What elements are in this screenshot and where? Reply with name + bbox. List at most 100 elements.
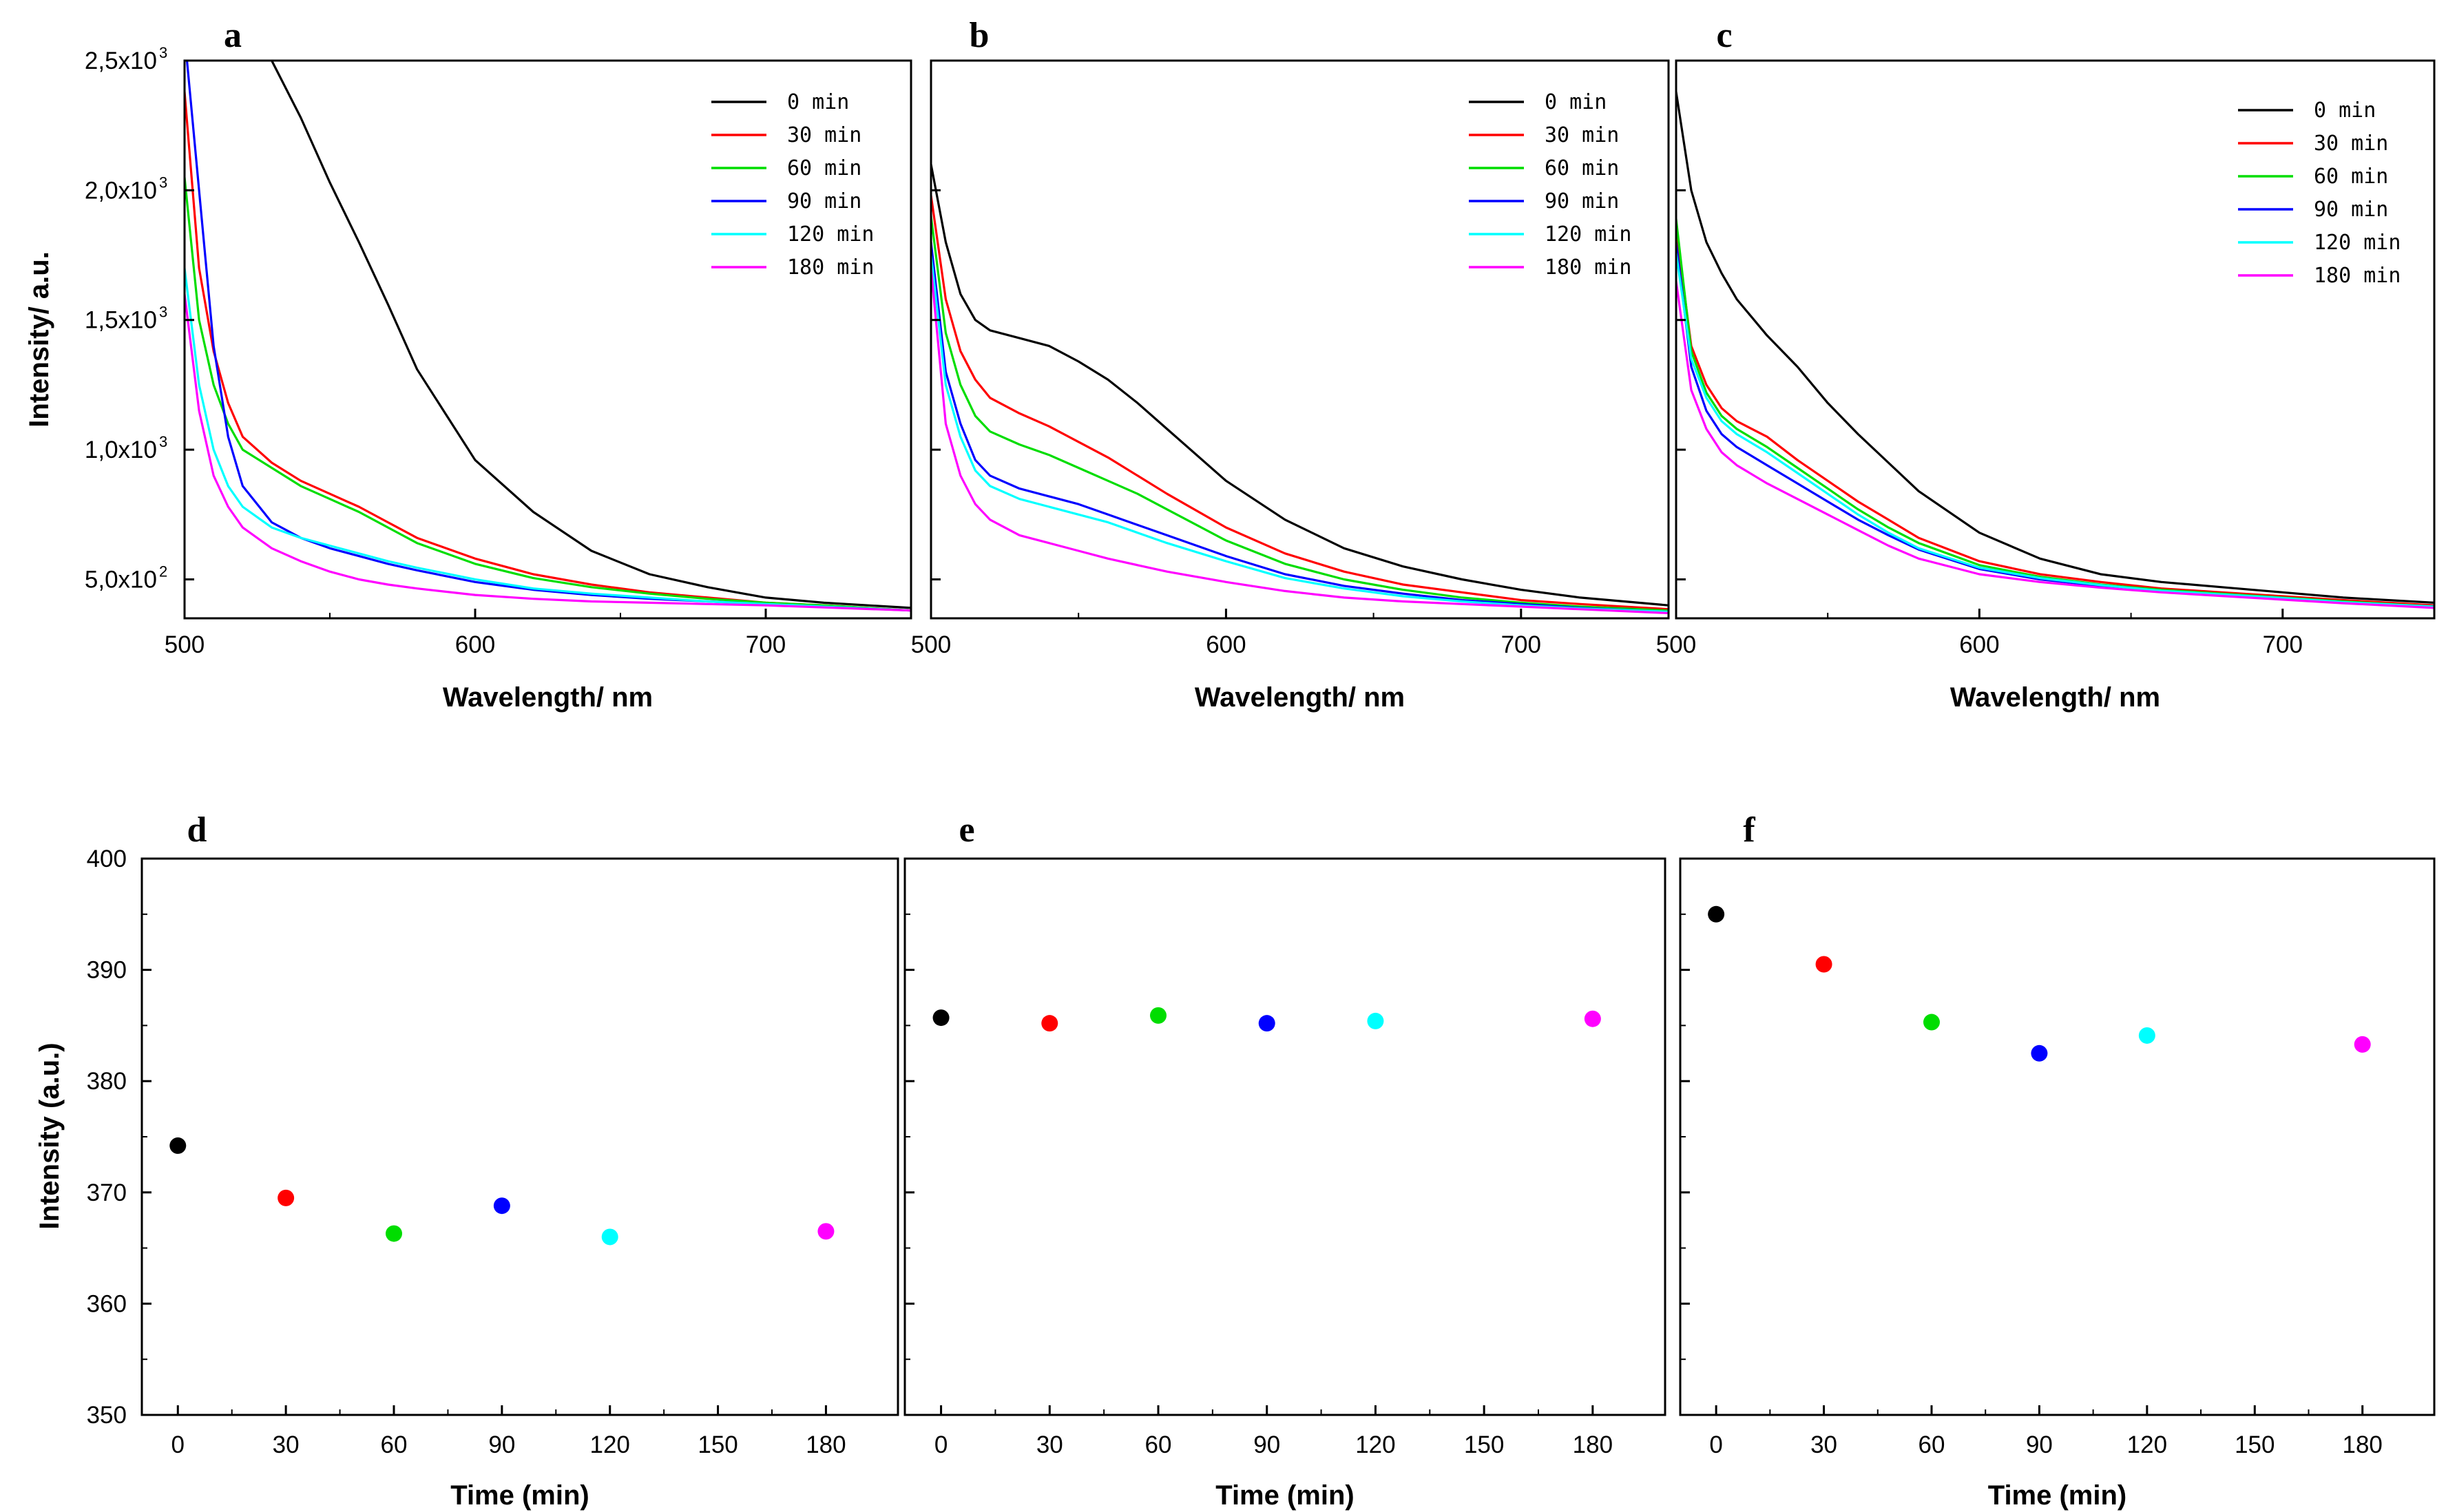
series-line-60-min bbox=[185, 177, 911, 612]
series-line-30-min bbox=[185, 92, 911, 612]
y-axis-title-bottom: Intensity (a.u.) bbox=[34, 1042, 65, 1229]
y-tick-label: 2,5x10 bbox=[85, 48, 157, 74]
y-tick-label: 350 bbox=[87, 1402, 127, 1429]
legend-label: 60 min bbox=[787, 156, 861, 180]
x-tick-label: 90 bbox=[2026, 1431, 2053, 1458]
panel-letter: c bbox=[1716, 16, 1732, 55]
legend-label: 180 min bbox=[787, 255, 874, 280]
series-line-120-min bbox=[1676, 252, 2434, 608]
legend: 0 min 30 min 60 min 90 min 120 min 180 min bbox=[1469, 90, 1631, 280]
legend-label: 90 min bbox=[1545, 189, 1619, 213]
x-tick-label: 600 bbox=[1959, 631, 1999, 658]
data-point-180-min bbox=[1584, 1010, 1601, 1027]
y-tick-exponent: 3 bbox=[159, 174, 167, 191]
series-line-0-min bbox=[931, 164, 1669, 607]
data-point-90-min bbox=[1258, 1015, 1275, 1032]
x-tick-label: 30 bbox=[273, 1431, 300, 1458]
legend-label: 180 min bbox=[2314, 264, 2401, 288]
x-axis-title: Wavelength/ nm bbox=[443, 682, 653, 713]
x-tick-label: 700 bbox=[2263, 631, 2303, 658]
x-axis-title: Time (min) bbox=[1988, 1480, 2127, 1511]
x-tick-label: 500 bbox=[1656, 631, 1696, 658]
legend-label: 90 min bbox=[2314, 198, 2388, 222]
x-tick-label: 0 bbox=[934, 1431, 948, 1458]
x-tick-label: 0 bbox=[171, 1431, 185, 1458]
x-tick-label: 120 bbox=[1355, 1431, 1395, 1458]
x-tick-label: 90 bbox=[1253, 1431, 1280, 1458]
data-point-60-min bbox=[386, 1225, 402, 1242]
series-line-180-min bbox=[1676, 280, 2434, 609]
data-points bbox=[932, 1007, 1601, 1032]
panel-d: 0 30 60 90 120 150 180 350 360 370 380 390 400 Time (… bbox=[87, 810, 899, 1511]
data-point-120-min bbox=[1367, 1012, 1384, 1029]
series-line-180-min bbox=[931, 268, 1669, 615]
panel-b: 500 600 700 Wavelength/ nm b 0 min 30 min 60 mi… bbox=[911, 16, 1670, 713]
legend-label: 30 min bbox=[2314, 132, 2388, 156]
data-point-90-min bbox=[493, 1197, 510, 1215]
data-point-180-min bbox=[2354, 1036, 2371, 1053]
data-point-0-min bbox=[1708, 905, 1725, 923]
legend-label: 90 min bbox=[787, 189, 861, 213]
legend-label: 60 min bbox=[1545, 156, 1619, 180]
y-tick-exponent: 3 bbox=[159, 433, 167, 450]
x-axis-title: Time (min) bbox=[450, 1480, 589, 1511]
y-tick-mantissa: 1,0x10 bbox=[85, 437, 157, 463]
legend-label: 0 min bbox=[2314, 98, 2376, 123]
data-point-30-min bbox=[1815, 956, 1832, 973]
y-tick-label: 380 bbox=[87, 1068, 127, 1095]
series-line-30-min bbox=[1676, 229, 2434, 607]
series-lines bbox=[931, 164, 1669, 615]
x-tick-label: 60 bbox=[381, 1431, 408, 1458]
panel-letter: e bbox=[959, 810, 974, 850]
legend-label: 30 min bbox=[787, 123, 861, 147]
x-tick-label: 60 bbox=[1918, 1431, 1945, 1458]
x-tick-label: 180 bbox=[1573, 1431, 1613, 1458]
y-tick-exponent: 3 bbox=[159, 44, 167, 61]
x-tick-label: 600 bbox=[455, 631, 495, 658]
panel-letter: f bbox=[1743, 810, 1755, 850]
data-point-30-min bbox=[1041, 1015, 1058, 1032]
y-tick-label: 1,5x10 bbox=[85, 307, 157, 334]
x-tick-label: 30 bbox=[1036, 1431, 1063, 1458]
y-tick-label: 2,0x10 bbox=[85, 177, 157, 204]
legend: 0 min 30 min 60 min 90 min 120 min 180 min bbox=[711, 90, 874, 280]
series-line-120-min bbox=[931, 255, 1669, 613]
plot-frame bbox=[183, 59, 912, 620]
data-point-180-min bbox=[817, 1223, 835, 1240]
series-line-180-min bbox=[185, 293, 911, 612]
x-tick-label: 150 bbox=[1464, 1431, 1504, 1458]
x-tick-label: 700 bbox=[746, 631, 786, 658]
data-point-30-min bbox=[278, 1189, 295, 1206]
y-tick-label: 1,0x10 bbox=[85, 437, 157, 463]
series-line-90-min bbox=[931, 242, 1669, 613]
series-lines bbox=[1676, 91, 2434, 609]
data-points bbox=[1708, 905, 2371, 1062]
series-line-0-min bbox=[1676, 91, 2434, 604]
series-line-120-min bbox=[185, 268, 911, 612]
legend-label: 120 min bbox=[1545, 222, 1631, 246]
x-tick-label: 180 bbox=[2343, 1431, 2383, 1458]
y-tick-exponent: 3 bbox=[159, 304, 167, 321]
data-point-60-min bbox=[1150, 1007, 1167, 1024]
y-tick-mantissa: 2,5x10 bbox=[85, 48, 157, 74]
y-tick-mantissa: 1,5x10 bbox=[85, 307, 157, 334]
series-line-90-min bbox=[1676, 242, 2434, 608]
x-axis-title: Wavelength/ nm bbox=[1195, 682, 1405, 713]
x-axis-title: Wavelength/ nm bbox=[1950, 682, 2160, 713]
panel-c: 500 600 700 Wavelength/ nm c 0 min 30 min 60 mi… bbox=[1656, 16, 2436, 713]
y-tick-label: 360 bbox=[87, 1290, 127, 1317]
series-line-60-min bbox=[931, 216, 1669, 612]
y-axis-title-top: Intensity/ a.u. bbox=[24, 251, 54, 428]
x-tick-label: 120 bbox=[2127, 1431, 2167, 1458]
series-lines bbox=[185, 61, 911, 612]
x-tick-label: 600 bbox=[1206, 631, 1246, 658]
y-tick-label: 370 bbox=[87, 1179, 127, 1206]
x-axis-title: Time (min) bbox=[1215, 1480, 1355, 1511]
x-tick-label: 120 bbox=[590, 1431, 630, 1458]
series-line-0-min bbox=[270, 61, 911, 609]
series-line-90-min bbox=[185, 61, 911, 612]
x-tick-label: 30 bbox=[1810, 1431, 1837, 1458]
panel-letter: a bbox=[224, 16, 242, 55]
